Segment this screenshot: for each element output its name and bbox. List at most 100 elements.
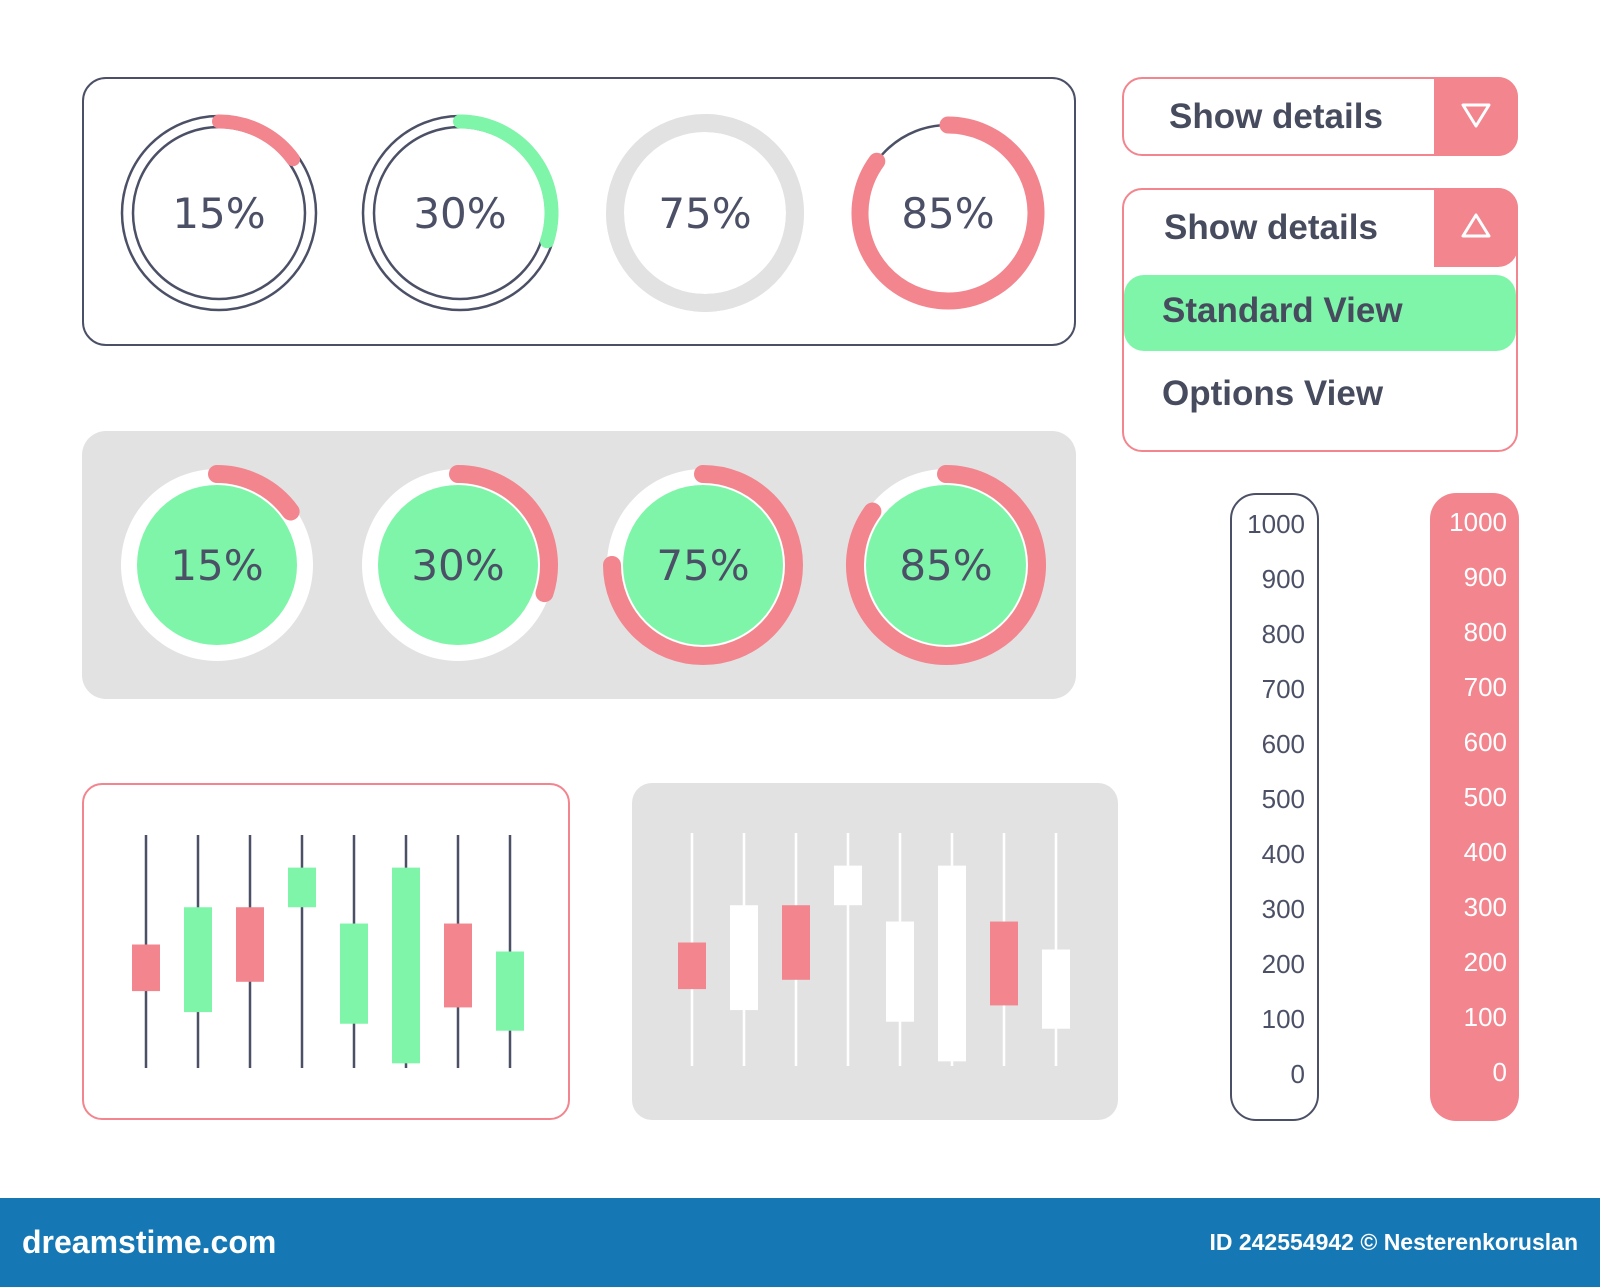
footer-logo: dreamstime.com xyxy=(22,1224,277,1260)
candlestick xyxy=(340,835,368,1068)
candlestick-chart-grey xyxy=(678,833,1070,1066)
candlestick xyxy=(132,835,160,1068)
ring-progress-arc xyxy=(603,465,803,665)
candle-body xyxy=(236,907,264,982)
option-label: Standard View xyxy=(1162,291,1403,330)
scale-tick-label: 200 xyxy=(1463,947,1507,977)
dropdown-toggle-button[interactable] xyxy=(1434,188,1518,267)
ring-percent-label: 75% xyxy=(656,541,749,590)
scale-tick-label: 900 xyxy=(1261,564,1305,594)
option-options-view[interactable]: Options View xyxy=(1124,358,1516,434)
candlestick xyxy=(1042,833,1070,1066)
show-details-dropdown-open[interactable]: Show details Standard View Options View xyxy=(1122,188,1518,452)
progress-rings-outline: 15% 30% 75% 85% xyxy=(120,114,1045,312)
scale-tick-label: 1000 xyxy=(1247,509,1305,539)
progress-ring-15: 15% xyxy=(120,114,318,312)
progress-ring-30: 30% xyxy=(361,114,559,312)
candlestick xyxy=(678,833,706,1066)
progress-rings-outline-panel: 15% 30% 75% 85% xyxy=(82,77,1076,346)
candlestick xyxy=(990,833,1018,1066)
candle-body xyxy=(730,905,758,1011)
scale-tick-label: 500 xyxy=(1463,782,1507,812)
ring-progress-arc xyxy=(846,465,1046,665)
candlestick xyxy=(886,833,914,1066)
scale-tick-label: 100 xyxy=(1261,1004,1305,1034)
progress-ring-filled-15: 15% xyxy=(121,465,313,661)
candle-body xyxy=(886,921,914,1022)
candlestick xyxy=(236,835,264,1068)
ring-percent-label: 15% xyxy=(172,189,265,238)
candlestick xyxy=(496,835,524,1068)
candle-body xyxy=(834,865,862,906)
chevron-up-icon xyxy=(1461,213,1491,238)
scale-tick-label: 200 xyxy=(1261,949,1305,979)
progress-ring-75: 75% xyxy=(606,114,804,312)
dropdown-toggle-button[interactable] xyxy=(1434,77,1518,156)
scale-tick-label: 300 xyxy=(1261,894,1305,924)
progress-rings-filled: 15% 30% 75% 85% xyxy=(121,465,1046,665)
ring-percent-label: 85% xyxy=(901,189,994,238)
candlestick xyxy=(444,835,472,1068)
ring-fill xyxy=(623,485,783,645)
show-details-dropdown-closed[interactable]: Show details xyxy=(1122,77,1518,156)
ring-progress-arc xyxy=(212,114,301,167)
progress-ring-filled-85: 85% xyxy=(846,465,1046,665)
scale-tick-label: 1000 xyxy=(1449,507,1507,537)
candle-body xyxy=(1042,949,1070,1029)
scale-tick-label: 900 xyxy=(1463,562,1507,592)
ring-percent-label: 30% xyxy=(413,189,506,238)
scale-tick-label: 100 xyxy=(1463,1002,1507,1032)
candle-body xyxy=(678,942,706,990)
ring-fill xyxy=(378,485,538,645)
candlestick-chart-outline xyxy=(132,835,524,1068)
scale-tick-label: 400 xyxy=(1463,837,1507,867)
progress-ring-filled-30: 30% xyxy=(362,465,558,661)
option-standard-view[interactable]: Standard View xyxy=(1124,275,1516,351)
dropdown-label: Show details xyxy=(1169,97,1383,136)
scale-tick-label: 700 xyxy=(1261,674,1305,704)
candlestick xyxy=(834,833,862,1066)
option-label: Options View xyxy=(1162,374,1384,413)
candlestick xyxy=(288,835,316,1068)
candle-body xyxy=(938,865,966,1062)
ring-progress-arc xyxy=(851,116,1045,310)
ring-percent-label: 85% xyxy=(899,541,992,590)
ring-progress-arc xyxy=(208,465,300,521)
value-scale-filled[interactable]: 1000 900 800 700 600 500 400 300 200 100 0 xyxy=(1430,493,1519,1121)
scale-tick-label: 400 xyxy=(1261,839,1305,869)
ring-progress-arc xyxy=(606,114,804,312)
ring-percent-label: 30% xyxy=(411,541,504,590)
candlestick-panel-outline xyxy=(82,783,570,1120)
candle-body xyxy=(288,867,316,908)
scale-tick-label: 800 xyxy=(1463,617,1507,647)
value-scale-outline[interactable]: 1000 900 800 700 600 500 400 300 200 100 0 xyxy=(1230,493,1319,1121)
candle-body xyxy=(496,951,524,1031)
ring-percent-label: 75% xyxy=(658,189,751,238)
footer-image-id: ID 242554942 © Nesterenkoruslan xyxy=(1209,1229,1578,1255)
dropdown-label: Show details xyxy=(1164,208,1378,247)
candlestick xyxy=(782,833,810,1066)
candle-body xyxy=(392,867,420,1064)
candle-body xyxy=(990,921,1018,1006)
progress-ring-85: 85% xyxy=(851,116,1045,310)
scale-tick-label: 500 xyxy=(1261,784,1305,814)
progress-rings-filled-panel: 15% 30% 75% 85% xyxy=(82,431,1076,699)
ring-fill xyxy=(866,485,1026,645)
candlestick xyxy=(184,835,212,1068)
ring-progress-arc xyxy=(453,114,559,249)
candle-body xyxy=(340,923,368,1024)
scale-tick-label: 600 xyxy=(1463,727,1507,757)
footer-bar: dreamstime.com ID 242554942 © Nesterenko… xyxy=(0,1198,1600,1287)
scale-tick-label: 0 xyxy=(1290,1059,1305,1089)
progress-ring-filled-75: 75% xyxy=(603,465,803,665)
scale-tick-label: 300 xyxy=(1463,892,1507,922)
candle-body xyxy=(132,944,160,992)
scale-tick-label: 800 xyxy=(1261,619,1305,649)
candlestick xyxy=(392,835,420,1068)
candle-body xyxy=(444,923,472,1008)
scale-tick-label: 600 xyxy=(1261,729,1305,759)
ring-progress-arc xyxy=(449,465,558,603)
ring-percent-label: 15% xyxy=(170,541,263,590)
candle-body xyxy=(782,905,810,980)
chevron-down-icon xyxy=(1461,103,1491,128)
